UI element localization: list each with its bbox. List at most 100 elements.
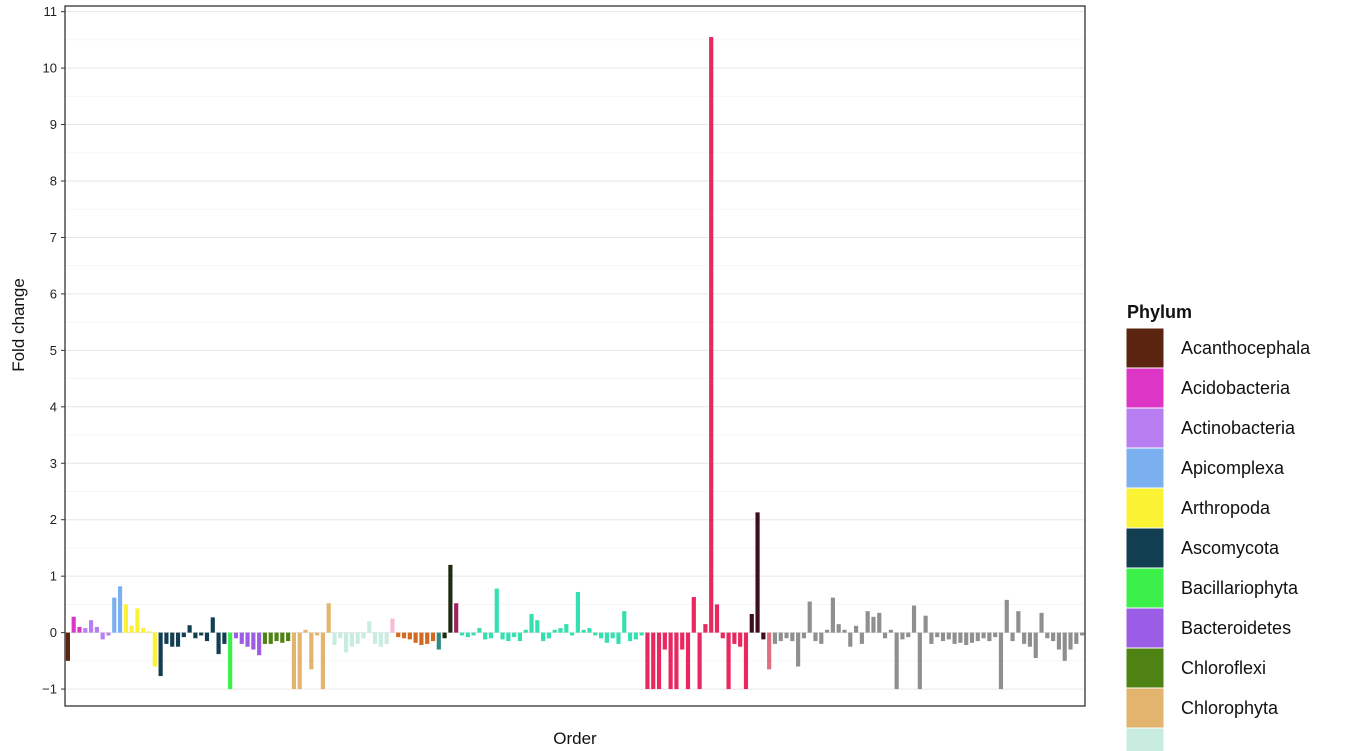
bar bbox=[877, 612, 882, 633]
bar bbox=[772, 632, 778, 644]
bar bbox=[923, 615, 928, 633]
legend-swatch bbox=[1125, 647, 1165, 689]
bar bbox=[257, 632, 262, 656]
bar bbox=[448, 564, 453, 633]
bar bbox=[819, 632, 824, 644]
bar bbox=[251, 632, 256, 650]
bar bbox=[315, 632, 320, 636]
bar bbox=[633, 632, 638, 640]
bar bbox=[598, 632, 604, 639]
bar bbox=[1080, 632, 1085, 636]
bar bbox=[222, 632, 227, 644]
y-tick-label: 8 bbox=[50, 174, 57, 189]
bar bbox=[691, 597, 696, 633]
bar bbox=[146, 631, 152, 633]
bar bbox=[853, 625, 859, 633]
bar bbox=[291, 632, 296, 690]
legend-swatch bbox=[1125, 327, 1165, 369]
y-tick-label: 11 bbox=[44, 4, 58, 19]
bar bbox=[558, 628, 563, 633]
bar bbox=[425, 632, 430, 644]
legend: Phylum Acanthocephala Acidobacteria Actino… bbox=[1125, 302, 1311, 751]
bar bbox=[517, 632, 523, 642]
bar bbox=[906, 632, 911, 638]
legend-swatch bbox=[1125, 527, 1165, 569]
bar bbox=[767, 632, 772, 670]
bar bbox=[848, 632, 853, 647]
bar bbox=[320, 632, 325, 690]
bar bbox=[570, 632, 575, 636]
x-axis-title: Order bbox=[553, 729, 597, 748]
bars bbox=[65, 37, 1085, 690]
legend-swatch bbox=[1125, 727, 1165, 751]
bar bbox=[512, 632, 517, 638]
y-tick-label: 5 bbox=[50, 343, 57, 358]
bar bbox=[564, 624, 569, 633]
bar bbox=[88, 620, 94, 633]
plot-panel-border bbox=[64, 5, 1086, 707]
bar bbox=[262, 632, 268, 644]
bar bbox=[743, 632, 749, 690]
bar bbox=[1010, 632, 1015, 642]
bar bbox=[535, 620, 540, 633]
bar bbox=[500, 632, 505, 640]
y-tick-label: 9 bbox=[50, 117, 57, 132]
bar bbox=[332, 632, 337, 646]
bar bbox=[280, 632, 285, 643]
bar bbox=[1074, 632, 1079, 644]
bar bbox=[268, 632, 273, 644]
bar bbox=[998, 632, 1004, 690]
y-tick-label: 6 bbox=[50, 286, 57, 301]
legend-label: Bacillariophyta bbox=[1181, 578, 1299, 598]
legend-label: Chloroflexi bbox=[1181, 658, 1266, 678]
bar bbox=[77, 626, 82, 633]
legend-label: Bacteroidetes bbox=[1181, 618, 1291, 638]
bar bbox=[975, 632, 980, 642]
legend-label: Apicomplexa bbox=[1181, 458, 1285, 478]
y-tick-label: 2 bbox=[50, 512, 57, 527]
y-tick-label: 1 bbox=[50, 569, 57, 584]
bar bbox=[604, 632, 609, 643]
bar bbox=[83, 628, 88, 633]
bar bbox=[465, 632, 470, 638]
bar bbox=[627, 632, 633, 642]
bar bbox=[181, 632, 186, 638]
bar bbox=[1062, 632, 1067, 661]
bar bbox=[430, 632, 436, 642]
bar bbox=[1004, 599, 1009, 633]
bar bbox=[210, 617, 215, 633]
bar bbox=[349, 632, 354, 647]
bar bbox=[193, 632, 198, 639]
bar bbox=[801, 632, 806, 639]
bar bbox=[755, 512, 760, 633]
legend-swatch bbox=[1125, 367, 1165, 409]
bar bbox=[274, 632, 279, 642]
bar bbox=[697, 632, 702, 690]
bar bbox=[964, 632, 969, 646]
bar bbox=[882, 632, 888, 639]
bar bbox=[141, 628, 146, 633]
bar bbox=[709, 37, 714, 633]
bar bbox=[396, 632, 401, 638]
bar bbox=[506, 632, 511, 642]
bar bbox=[865, 611, 870, 633]
legend-label: Ascomycota bbox=[1181, 538, 1280, 558]
bar bbox=[946, 632, 951, 640]
bar bbox=[685, 632, 691, 690]
bar bbox=[483, 632, 488, 640]
legend-swatch bbox=[1125, 487, 1165, 529]
bar bbox=[1022, 632, 1027, 644]
bar bbox=[459, 632, 465, 636]
bar bbox=[714, 604, 720, 633]
bar bbox=[969, 632, 975, 643]
bar bbox=[338, 632, 343, 639]
bar bbox=[152, 632, 157, 667]
y-axis-ticks: −1 0 1 2 3 4 5 6 7 8 9 10 11 bbox=[42, 4, 65, 697]
bar bbox=[390, 618, 395, 633]
bar bbox=[529, 613, 534, 633]
bar bbox=[106, 632, 111, 636]
bar bbox=[1068, 632, 1073, 650]
bar bbox=[233, 632, 239, 639]
bar bbox=[343, 632, 349, 653]
bar bbox=[204, 632, 210, 642]
